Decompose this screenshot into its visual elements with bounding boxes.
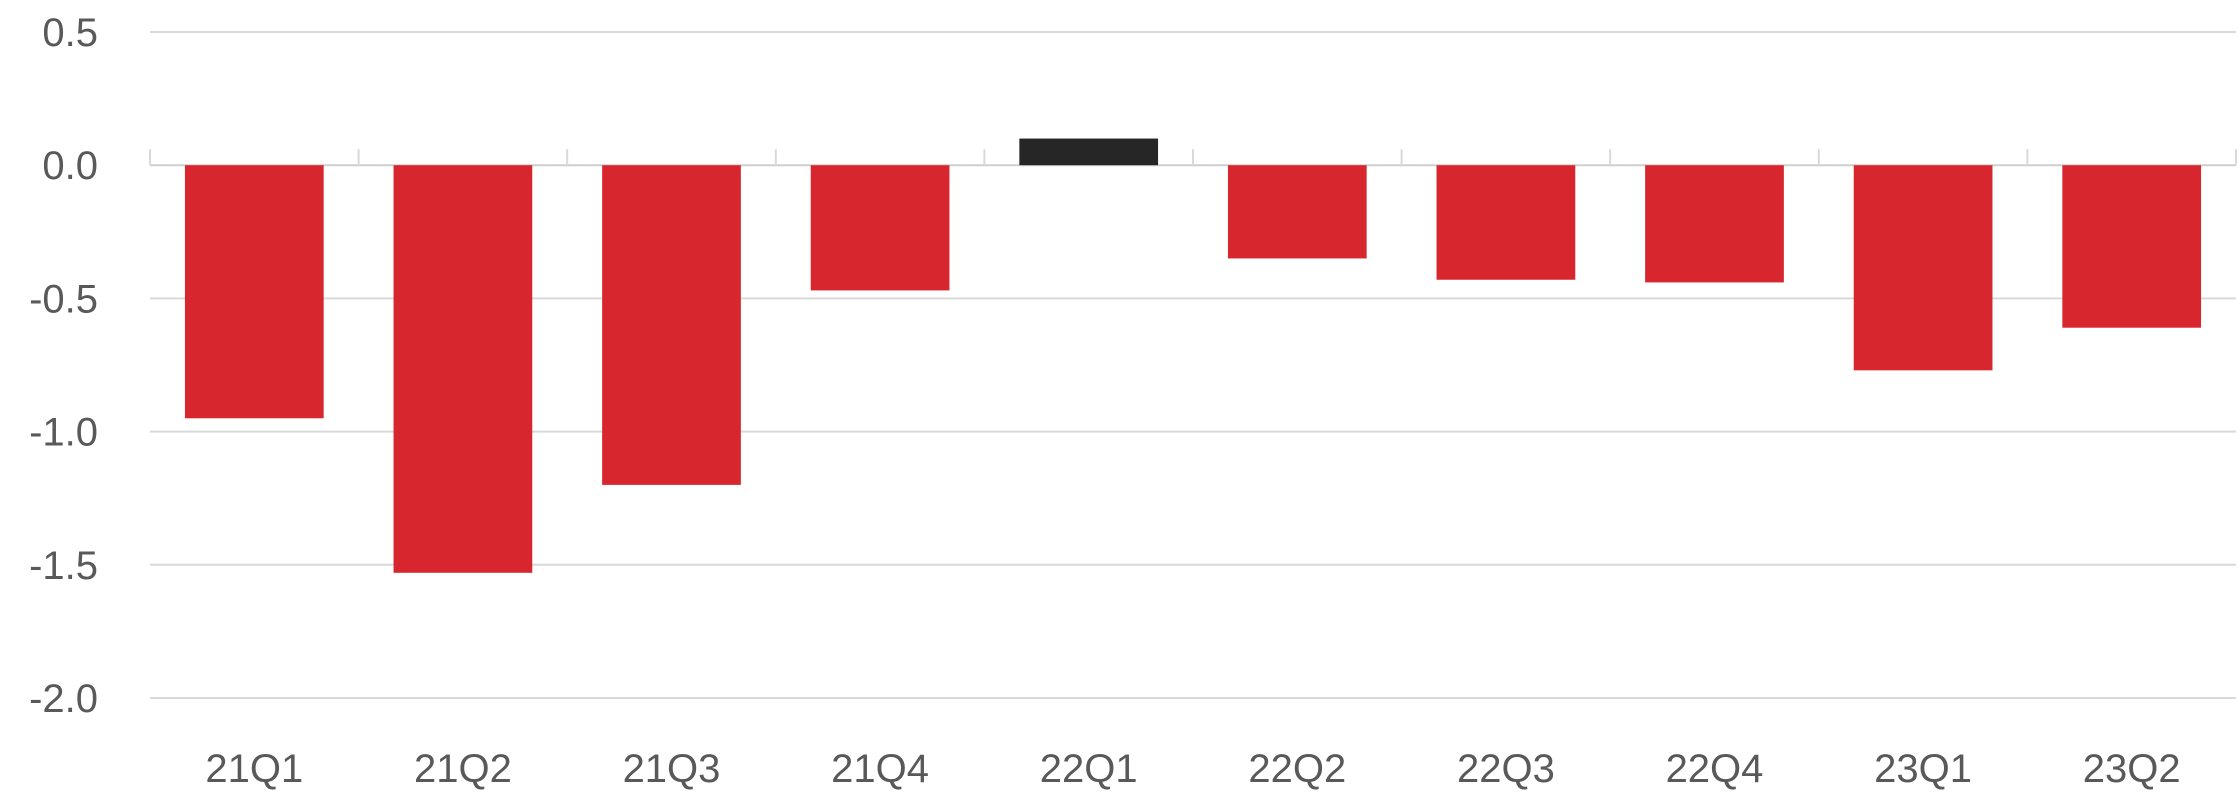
- bar-22q3: [1436, 165, 1576, 280]
- y-tick-label: -2.0: [29, 677, 98, 721]
- x-tick-label: 22Q1: [1040, 747, 1138, 791]
- x-tick-label: 21Q4: [831, 747, 929, 791]
- y-tick-label: -0.5: [29, 277, 98, 321]
- x-tick-label: 23Q2: [2083, 747, 2181, 791]
- x-tick-label: 22Q3: [1457, 747, 1555, 791]
- bar-21q2: [393, 165, 533, 573]
- category-ticks: [149, 149, 2237, 166]
- bars: [184, 138, 2202, 573]
- x-tick-label: 22Q4: [1666, 747, 1764, 791]
- bar-23q2: [2062, 165, 2202, 328]
- bar-22q1: [1019, 138, 1159, 166]
- y-tick-label: -1.5: [29, 544, 98, 588]
- y-tick-label: -1.0: [29, 411, 98, 455]
- bar-22q2: [1227, 165, 1367, 259]
- bar-21q4: [810, 165, 950, 291]
- x-tick-label: 21Q3: [623, 747, 721, 791]
- y-tick-label: 0.5: [42, 11, 98, 55]
- y-axis-tick-labels: 0.5 0.0 -0.5 -1.0 -1.5 -2.0: [29, 11, 98, 721]
- bar-22q4: [1645, 165, 1784, 283]
- bar-21q1: [184, 165, 324, 419]
- x-axis-tick-labels: 21Q1 21Q2 21Q3 21Q4 22Q1 22Q2 22Q3 22Q4 23Q1 23Q2: [205, 747, 2180, 791]
- x-tick-label: 23Q1: [1874, 747, 1972, 791]
- x-tick-label: 21Q2: [414, 747, 512, 791]
- x-tick-label: 22Q2: [1248, 747, 1346, 791]
- bar-23q1: [1853, 165, 1993, 371]
- bar-21q3: [602, 165, 741, 485]
- y-tick-label: 0.0: [42, 144, 98, 188]
- x-tick-label: 21Q1: [205, 747, 303, 791]
